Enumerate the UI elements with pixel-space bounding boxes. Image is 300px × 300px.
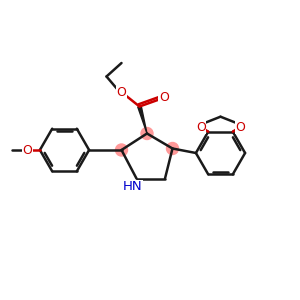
Text: O: O	[117, 86, 126, 100]
Text: HN: HN	[123, 180, 143, 194]
Text: O: O	[236, 121, 245, 134]
Circle shape	[167, 142, 178, 154]
Polygon shape	[138, 106, 147, 134]
Circle shape	[141, 128, 153, 140]
Circle shape	[116, 144, 128, 156]
Text: O: O	[196, 121, 206, 134]
Text: O: O	[22, 143, 32, 157]
Text: O: O	[159, 91, 169, 104]
